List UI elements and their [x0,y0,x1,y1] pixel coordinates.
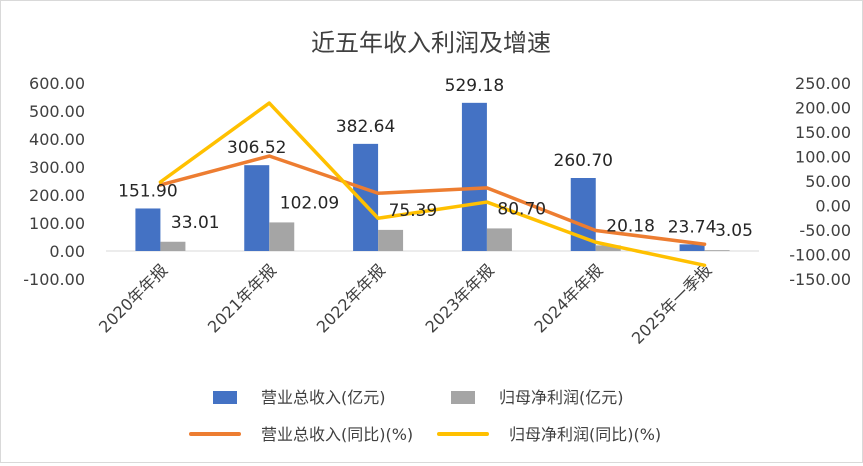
net-profit-growth-line [158,101,707,268]
net-profit-data-label: 102.09 [280,193,339,213]
legend: 营业总收入(亿元) 归母净利润(亿元) 营业总收入(同比)(%) 归母净利润(同比)(… [189,388,661,444]
x-axis-category-label: 2020年年报 [95,260,171,336]
right-axis-tick-label: 200.00 [795,99,851,118]
revenue-bar [679,244,705,251]
revenue-data-label: 306.52 [227,138,286,158]
right-axis-tick-label: -50.00 [799,221,851,240]
left-axis-tick-label: 100.00 [29,214,85,233]
net-profit-bar [378,229,404,251]
data-labels-group: 151.90 306.52 382.64 529.18 260.70 23.74 33.01… [118,76,753,241]
line-series-group [158,101,707,268]
legend-revenue-growth-text: 营业总收入(同比)(%) [261,425,413,444]
legend-revenue-text: 营业总收入(亿元) [261,388,386,407]
x-axis-category-label: 2021年年报 [204,260,280,336]
legend-net-profit-text: 归母净利润(亿元) [499,388,624,407]
x-axis-category-label: 2024年年报 [530,260,606,336]
legend-revenue-growth: 营业总收入(同比)(%) [189,425,413,444]
legend-net-profit-growth: 归母净利润(同比)(%) [437,425,661,444]
x-axis-category-label: 2025年一季报 [628,260,715,347]
revenue-data-label: 23.74 [668,217,717,237]
x-axis-category-label: 2022年年报 [313,260,389,336]
right-axis-tick-label: -100.00 [789,246,851,265]
left-axis-tick-label: 600.00 [29,74,85,93]
legend-net-profit-swatch [451,391,475,404]
revenue-data-label: 529.18 [445,76,504,96]
revenue-data-label: 151.90 [118,181,177,201]
net-profit-data-label: 33.01 [171,213,220,233]
legend-revenue-swatch [213,391,237,404]
revenue-bar [135,208,161,251]
right-axis-tick-label: 100.00 [795,148,851,167]
revenue-data-label: 260.70 [554,151,613,171]
right-axis-tick-label: 50.00 [805,172,851,191]
x-axis: 2020年年报 2021年年报 2022年年报 2023年年报 2024年年报 2025年… [95,250,759,348]
net-profit-data-label: 3.05 [715,221,753,241]
left-axis: 600.00 500.00 400.00 300.00 200.00 100.00 0.00… [23,74,85,289]
right-axis: 250.00 200.00 150.00 100.00 50.00 0.00 -50.00 -… [789,74,851,289]
net-profit-bar [486,228,512,251]
legend-net-profit: 归母净利润(亿元) [451,388,624,407]
legend-net-profit-growth-text: 归母净利润(同比)(%) [509,425,661,444]
net-profit-bar [269,222,295,251]
net-profit-bar [704,250,730,251]
right-axis-tick-label: 0.00 [815,197,851,216]
bar-series-group [135,102,730,252]
revenue-data-label: 382.64 [336,117,395,137]
legend-revenue: 营业总收入(亿元) [213,388,386,407]
net-profit-data-label: 80.70 [497,199,546,219]
left-axis-tick-label: 500.00 [29,102,85,121]
net-profit-data-label: 75.39 [389,201,438,221]
left-axis-tick-label: 200.00 [29,186,85,205]
right-axis-tick-label: 150.00 [795,123,851,142]
left-axis-tick-label: 400.00 [29,130,85,149]
chart-title: 近五年收入利润及增速 [311,29,551,57]
net-profit-bar [595,245,621,251]
revenue-bar [244,165,270,251]
right-axis-tick-label: -150.00 [789,270,851,289]
right-axis-tick-label: 250.00 [795,74,851,93]
net-profit-bar [160,241,186,251]
left-axis-tick-label: 300.00 [29,158,85,177]
x-axis-category-label: 2023年年报 [422,260,498,336]
revenue-growth-line [158,154,707,246]
left-axis-tick-label: -100.00 [23,270,85,289]
revenue-bar [461,102,487,252]
net-profit-data-label: 20.18 [606,216,655,236]
left-axis-tick-label: 0.00 [49,242,85,261]
